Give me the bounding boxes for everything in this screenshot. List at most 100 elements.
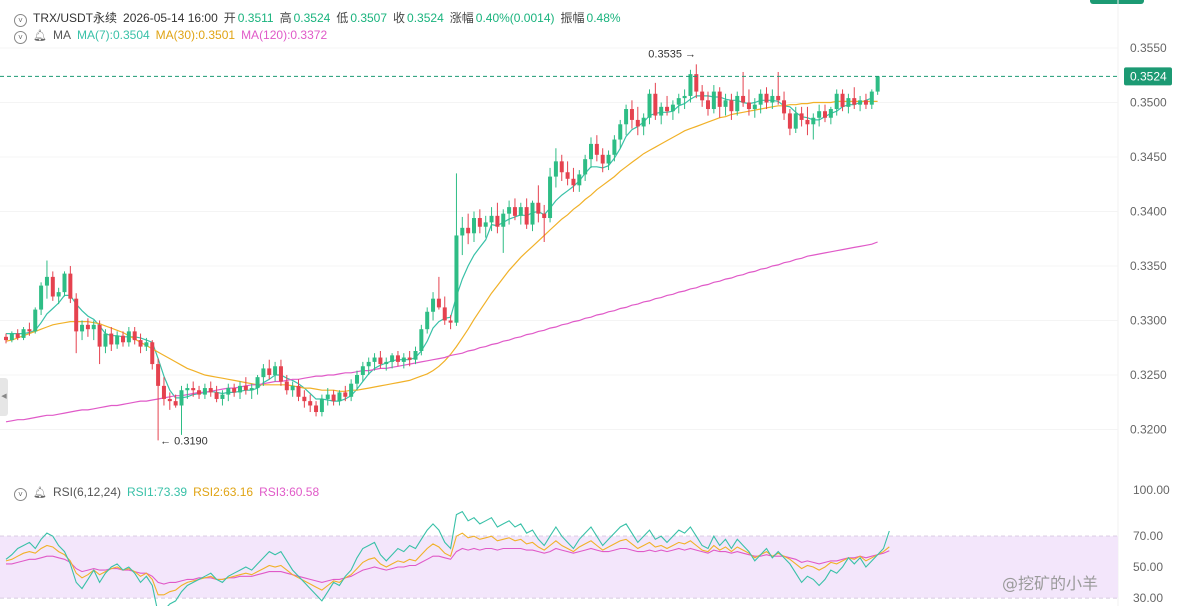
rsi-band [0, 536, 1118, 598]
candle-body [314, 405, 319, 413]
candle-body [501, 213, 506, 227]
candle-body [161, 385, 166, 399]
candle-body [4, 336, 8, 341]
bell-icon[interactable]: 🔔︎ [33, 30, 47, 42]
rsi-tick-label: 50.00 [1133, 560, 1163, 574]
collapse-icon[interactable]: ˅ [14, 31, 27, 44]
candle-body [337, 392, 342, 402]
high-marker-label: 0.3535 → [648, 48, 696, 60]
candle-body [39, 285, 44, 310]
candle-body [62, 273, 67, 293]
candle-body [729, 100, 734, 112]
collapse-left-button[interactable]: ◀ [0, 378, 8, 416]
candle-body [255, 377, 260, 389]
candle-body [770, 95, 775, 103]
rsi-header: ˅ 🔔︎ RSI(6,12,24) RSI1:73.39 RSI2:63.16 RSI3:… [14, 485, 325, 501]
candle-body [238, 385, 242, 393]
y-tick-label: 0.3400 [1130, 204, 1167, 218]
rsi-line-rsi2 [5, 532, 890, 596]
candle-body [208, 388, 213, 393]
candle-body [191, 388, 196, 391]
ma-line-ma30 [5, 100, 878, 392]
candle-body [407, 357, 412, 360]
candle-body [442, 307, 447, 321]
bell-icon[interactable]: 🔔︎ [33, 487, 47, 499]
candle-body [805, 119, 810, 125]
candle-body [542, 213, 547, 219]
low-marker-label: ← 0.3190 [160, 435, 208, 447]
y-tick-label: 0.3500 [1130, 95, 1167, 109]
candle-body [331, 394, 336, 402]
candle-body [694, 74, 699, 92]
rsi-tick-label: 100.00 [1133, 483, 1170, 497]
candle-body [436, 298, 441, 308]
candle-body [302, 396, 307, 402]
rsi1-value: RSI1:73.39 [127, 485, 188, 499]
candle-body [85, 324, 90, 330]
candle-body [366, 361, 371, 367]
candle-body [466, 227, 471, 234]
candle-body [185, 388, 190, 391]
candle-body [863, 100, 868, 105]
candle-body [56, 292, 61, 297]
candle-body [717, 91, 722, 107]
open-label: 开 [223, 11, 236, 25]
candle-body [80, 324, 85, 332]
candle-body [536, 202, 541, 214]
candle-body [512, 207, 517, 216]
candle-body [670, 104, 675, 112]
low-value: 0.3507 [350, 11, 388, 25]
candle-body [419, 329, 424, 351]
top-panel-button[interactable] [1090, 0, 1144, 4]
close-value: 0.3524 [407, 11, 444, 25]
ma120-value: MA(120):0.3372 [241, 28, 328, 42]
ma-label: MA [52, 28, 71, 42]
candle-body [787, 113, 792, 129]
candle-body [74, 298, 79, 332]
candle-body [676, 98, 681, 105]
candle-body [214, 392, 219, 399]
candle-body [249, 388, 254, 391]
ma-line-ma7 [6, 95, 873, 402]
collapse-icon[interactable]: ˅ [14, 488, 27, 501]
candle-body [799, 113, 804, 120]
candle-body [109, 333, 114, 345]
candle-body [489, 215, 494, 223]
high-value: 0.3524 [293, 11, 331, 25]
candle-body [606, 154, 611, 164]
candle-body [384, 361, 389, 365]
candle-body [343, 392, 348, 397]
candle-body [355, 374, 359, 384]
candle-body [261, 368, 266, 378]
candle-body [477, 218, 482, 227]
y-tick-label: 0.3300 [1130, 313, 1167, 327]
candle-body [507, 207, 512, 214]
collapse-icon[interactable]: ˅ [14, 14, 27, 27]
candle-body [495, 215, 500, 227]
candle-body [635, 119, 640, 127]
candle-body [167, 398, 172, 402]
candle-body [278, 366, 283, 382]
candle-body [559, 161, 564, 173]
candle-body [782, 100, 787, 114]
close-label: 收 [393, 11, 406, 25]
candle-body [612, 139, 617, 155]
candle-body [121, 335, 125, 343]
candle-body [764, 93, 769, 103]
candle-body [589, 143, 593, 160]
watermark: @挖矿的小羊 [1002, 574, 1099, 593]
candle-body [27, 329, 32, 332]
candle-body [735, 95, 740, 112]
candle-body [33, 309, 38, 332]
candle-body [44, 276, 49, 286]
candle-body [372, 357, 377, 362]
ma30-value: MA(30):0.3501 [155, 28, 236, 42]
candle-body [472, 218, 476, 234]
candle-body [395, 355, 400, 362]
candle-body [325, 394, 330, 399]
candle-body [144, 342, 149, 347]
candle-body [425, 311, 430, 330]
candle-body [846, 98, 851, 107]
y-tick-label: 0.3200 [1130, 422, 1167, 436]
